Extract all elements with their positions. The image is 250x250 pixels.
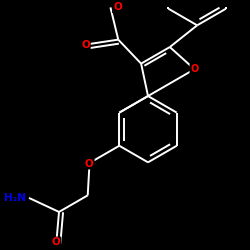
Text: H₂N: H₂N	[4, 193, 26, 203]
Text: O: O	[85, 158, 94, 168]
Text: O: O	[190, 64, 198, 74]
Text: O: O	[52, 238, 60, 248]
Text: O: O	[81, 40, 90, 50]
Text: O: O	[113, 2, 122, 12]
